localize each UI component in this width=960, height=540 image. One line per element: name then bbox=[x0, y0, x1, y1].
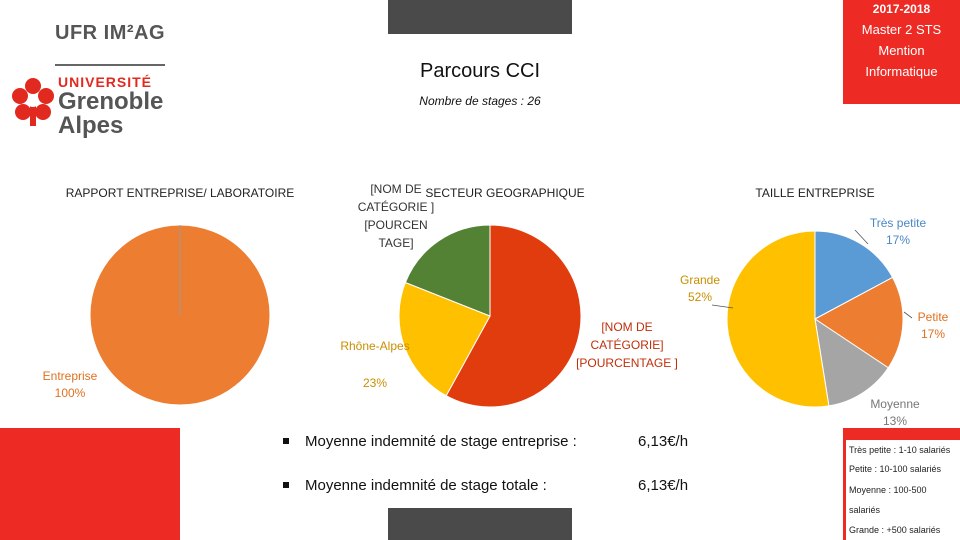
chart1-slice-label: Entreprise bbox=[42, 369, 98, 383]
chart3-pie bbox=[726, 230, 904, 408]
chart2-rhone-label: Rhône-Alpes bbox=[340, 339, 410, 353]
university-logo-line-1: UNIVERSITÉ bbox=[58, 74, 153, 90]
chart3-title: TAILLE ENTREPRISE bbox=[755, 186, 875, 200]
chart3-moyenne-label: Moyenne bbox=[870, 397, 920, 411]
university-logo-line-3: Alpes bbox=[58, 112, 124, 139]
chart3-petite-label: Petite bbox=[917, 310, 949, 324]
faculty-logo: UFR IM²AG bbox=[55, 22, 166, 44]
year-box-line-1: 2017-2018 bbox=[872, 2, 931, 16]
chart2-slice-2 bbox=[404, 224, 491, 317]
chart2-slice-1 bbox=[398, 281, 491, 397]
stat-value-totale: 6,13€/h bbox=[638, 477, 689, 494]
stat-bullet-icon bbox=[283, 482, 289, 488]
page-title: Parcours CCI bbox=[419, 60, 541, 82]
chart2-title: SECTEUR GEOGRAPHIQUE bbox=[425, 186, 585, 200]
chart2-rhone-value: 23% bbox=[362, 376, 388, 390]
chart3-petite-value: 17% bbox=[920, 327, 946, 341]
chart2-pie bbox=[398, 224, 582, 408]
tres-petite-leader-line bbox=[854, 229, 869, 245]
stat-label-entreprise: Moyenne indemnité de stage entreprise : bbox=[305, 433, 577, 450]
chart3-slice-1 bbox=[814, 276, 904, 369]
legend-line-tres-petite: Très petite : 1-10 salariés bbox=[849, 445, 951, 455]
stat-label-totale: Moyenne indemnité de stage totale : bbox=[305, 477, 547, 494]
logo-divider bbox=[55, 64, 165, 66]
chart3-grande-label: Grande bbox=[679, 273, 721, 287]
chart1-slice-value: 100% bbox=[54, 386, 86, 400]
stat-value-entreprise: 6,13€/h bbox=[638, 433, 689, 450]
chart3-slice-3 bbox=[726, 230, 830, 408]
bottom-left-red-block bbox=[0, 428, 180, 540]
grande-leader-line bbox=[711, 304, 734, 309]
page-subtitle: Nombre de stages : 26 bbox=[419, 94, 541, 108]
year-box-line-3: Mention bbox=[878, 43, 925, 58]
chart3-slice-2 bbox=[814, 317, 889, 407]
left-logo-panel: UFR IM²AG UNIVERSITÉ Grenoble Alpes bbox=[0, 0, 180, 152]
chart1-title: RAPPORT ENTREPRISE/ LABORATOIRE bbox=[65, 186, 295, 200]
legend-line-grande: Grande : +500 salariés bbox=[849, 525, 941, 535]
university-logo-line-2: Grenoble bbox=[58, 88, 164, 115]
chart2-slice-0 bbox=[445, 224, 582, 408]
year-box: 2017-2018 Master 2 STS Mention Informati… bbox=[843, 0, 960, 104]
university-flower-logo bbox=[12, 78, 54, 126]
stat-row-totale: Moyenne indemnité de stage totale : 6,13… bbox=[283, 477, 723, 497]
year-box-line-4: Informatique bbox=[865, 64, 938, 79]
chart3-moyenne-value: 13% bbox=[882, 414, 908, 428]
stat-bullet-icon bbox=[283, 438, 289, 444]
bottom-dark-bar bbox=[388, 508, 572, 540]
chart3-tres-petite-value: 17% bbox=[885, 233, 911, 247]
petite-leader-line bbox=[903, 311, 913, 319]
legend-line-moyenne-cont: salariés bbox=[849, 505, 881, 515]
chart2-red-label: [NOM DE CATÉGORIE] [POURCENTAGE ] bbox=[576, 320, 678, 370]
year-box-line-2: Master 2 STS bbox=[861, 22, 942, 37]
top-dark-bar bbox=[388, 0, 572, 34]
chart2-green-label: [NOM DE CATÉGORIE ] [POURCEN TAGE] bbox=[357, 182, 435, 250]
chart3-grande-value: 52% bbox=[687, 290, 713, 304]
chart3-slice-0 bbox=[814, 230, 894, 320]
legend-line-petite: Petite : 10-100 salariés bbox=[849, 464, 942, 474]
chart3-tres-petite-label: Très petite bbox=[869, 216, 927, 230]
legend-line-moyenne: Moyenne : 100-500 bbox=[849, 485, 927, 495]
chart1-pie bbox=[90, 224, 270, 406]
size-legend: Très petite : 1-10 salariés Petite : 10-… bbox=[846, 440, 960, 540]
stat-row-entreprise: Moyenne indemnité de stage entreprise : … bbox=[283, 433, 723, 453]
